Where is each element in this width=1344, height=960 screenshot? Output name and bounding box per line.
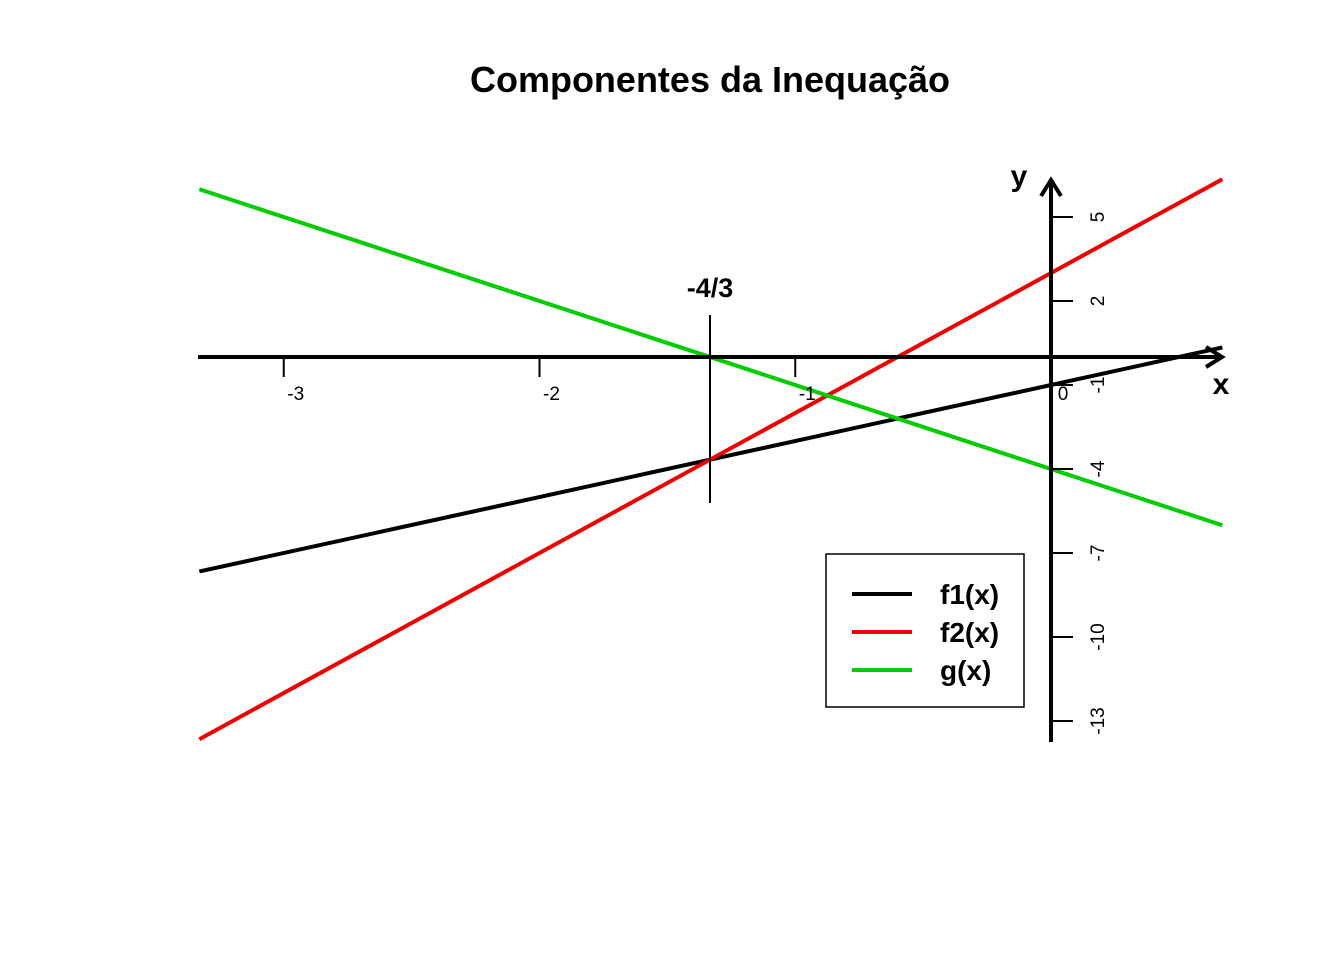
legend-label: f2(x) xyxy=(940,617,999,648)
y-tick-label: 2 xyxy=(1088,296,1109,307)
axes-layer: xy-3 -2 -1 052-1-4-7-10-13 xyxy=(198,160,1230,742)
y-tick-label: -4 xyxy=(1088,460,1109,477)
chart-title: Componentes da Inequação xyxy=(470,59,950,100)
y-tick-label: -1 xyxy=(1088,377,1109,394)
y-axis-arrow xyxy=(1039,176,1063,198)
legend-label: g(x) xyxy=(940,655,991,686)
x-tick-label: -3 xyxy=(287,384,304,405)
y-tick-label: -13 xyxy=(1088,707,1109,734)
x-axis-arrow xyxy=(1204,345,1226,369)
marker-label: -4/3 xyxy=(687,273,734,303)
x-tick-label: 0 xyxy=(1058,384,1069,405)
legend: f1(x) f2(x) g(x) xyxy=(825,553,1025,708)
y-tick-label: -10 xyxy=(1088,623,1109,650)
y-tick-label: -7 xyxy=(1088,545,1109,562)
x-axis-label: x xyxy=(1213,368,1230,401)
y-tick-label: 5 xyxy=(1088,212,1109,223)
y-axis-label: y xyxy=(1011,160,1028,193)
legend-label: f1(x) xyxy=(940,579,999,610)
x-tick-label: -2 xyxy=(543,384,560,405)
x-tick-label: -1 xyxy=(799,384,816,405)
marker-layer: -4/3 xyxy=(687,273,734,503)
